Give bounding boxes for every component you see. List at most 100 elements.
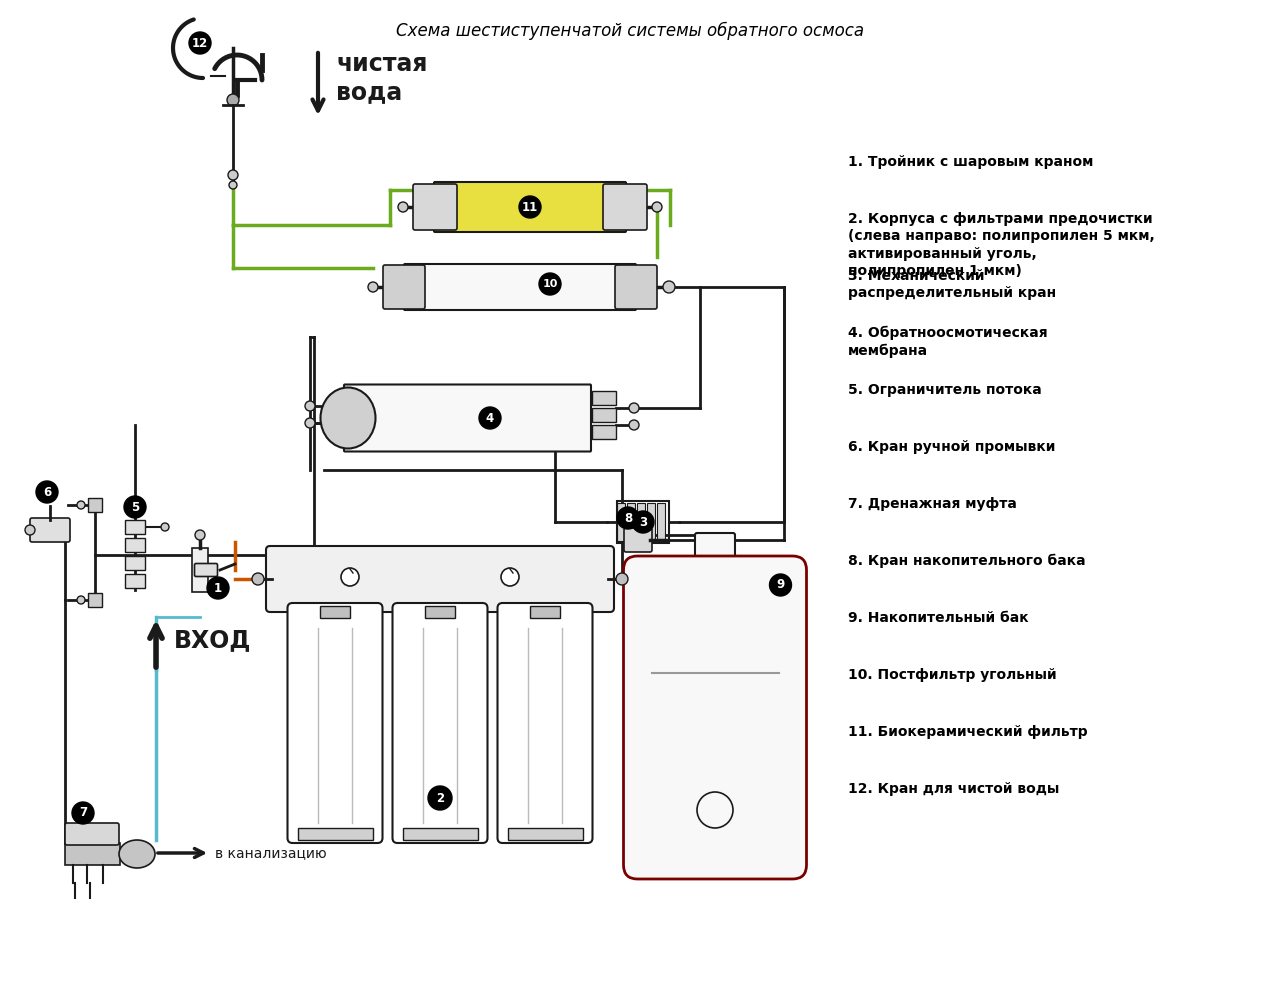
- Circle shape: [340, 568, 358, 586]
- Bar: [88, 593, 102, 607]
- Bar: [125, 538, 145, 552]
- FancyBboxPatch shape: [498, 603, 593, 843]
- Circle shape: [189, 32, 211, 54]
- Bar: [65, 843, 120, 865]
- Bar: [530, 606, 561, 618]
- Bar: [627, 503, 635, 541]
- Circle shape: [632, 511, 654, 533]
- Bar: [591, 424, 616, 438]
- Text: в канализацию: в канализацию: [215, 846, 326, 860]
- Text: 1. Тройник с шаровым краном: 1. Тройник с шаровым краном: [849, 155, 1093, 169]
- FancyBboxPatch shape: [266, 546, 614, 612]
- Bar: [425, 606, 454, 618]
- FancyBboxPatch shape: [195, 564, 218, 577]
- FancyBboxPatch shape: [695, 533, 735, 572]
- Ellipse shape: [320, 387, 375, 448]
- Text: 10. Постфильтр угольный: 10. Постфильтр угольный: [849, 668, 1056, 682]
- Bar: [657, 503, 666, 541]
- FancyBboxPatch shape: [434, 182, 626, 232]
- Text: 4: 4: [486, 411, 494, 424]
- Circle shape: [161, 523, 169, 531]
- Text: 5: 5: [131, 501, 140, 514]
- Text: чистая
вода: чистая вода: [335, 52, 428, 104]
- Text: 12. Кран для чистой воды: 12. Кран для чистой воды: [849, 782, 1060, 796]
- Circle shape: [479, 407, 500, 429]
- Bar: [637, 503, 645, 541]
- Ellipse shape: [119, 840, 155, 868]
- Circle shape: [305, 418, 315, 428]
- Circle shape: [252, 573, 264, 585]
- Text: 8: 8: [623, 512, 632, 525]
- Text: 4. Обратноосмотическая
мембрана: 4. Обратноосмотическая мембрана: [849, 326, 1047, 358]
- Bar: [88, 498, 102, 512]
- Circle shape: [124, 496, 146, 518]
- Bar: [297, 828, 372, 840]
- Bar: [192, 548, 207, 592]
- Circle shape: [305, 401, 315, 411]
- Text: 8. Кран накопительного бака: 8. Кран накопительного бака: [849, 554, 1085, 568]
- Text: 3: 3: [639, 516, 648, 529]
- Circle shape: [36, 481, 58, 503]
- Bar: [125, 556, 145, 570]
- Bar: [125, 574, 145, 588]
- Circle shape: [518, 196, 541, 218]
- Text: 11. Биокерамический фильтр: 11. Биокерамический фильтр: [849, 725, 1088, 739]
- FancyBboxPatch shape: [65, 823, 119, 845]
- Text: 12: 12: [192, 37, 209, 50]
- FancyBboxPatch shape: [393, 603, 488, 843]
- Circle shape: [227, 94, 239, 106]
- Bar: [591, 407, 616, 421]
- Circle shape: [77, 501, 84, 509]
- Text: 6. Кран ручной промывки: 6. Кран ручной промывки: [849, 440, 1056, 454]
- Text: Схема шестиступенчатой системы обратного осмоса: Схема шестиступенчатой системы обратного…: [396, 22, 864, 40]
- Bar: [507, 828, 582, 840]
- Bar: [402, 828, 477, 840]
- Circle shape: [207, 577, 229, 599]
- Circle shape: [663, 281, 675, 293]
- FancyBboxPatch shape: [288, 603, 383, 843]
- Circle shape: [369, 282, 378, 292]
- FancyBboxPatch shape: [383, 265, 425, 309]
- Text: 6: 6: [42, 485, 51, 498]
- Bar: [320, 606, 349, 618]
- Circle shape: [428, 786, 452, 810]
- Circle shape: [616, 573, 628, 585]
- FancyBboxPatch shape: [623, 556, 806, 879]
- FancyBboxPatch shape: [413, 184, 457, 230]
- Text: ВХОД: ВХОД: [174, 628, 251, 652]
- Bar: [125, 520, 145, 534]
- Text: 11: 11: [522, 201, 538, 214]
- FancyBboxPatch shape: [344, 384, 591, 451]
- Circle shape: [652, 202, 662, 212]
- FancyBboxPatch shape: [603, 184, 646, 230]
- Circle shape: [539, 273, 561, 295]
- Text: 7. Дренажная муфта: 7. Дренажная муфта: [849, 497, 1016, 511]
- Bar: [591, 390, 616, 404]
- Text: 5. Ограничитель потока: 5. Ограничитель потока: [849, 383, 1042, 397]
- Text: 2. Корпуса с фильтрами предочистки
(слева направо: полипропилен 5 мкм,
активиров: 2. Корпуса с фильтрами предочистки (слев…: [849, 212, 1155, 277]
- FancyBboxPatch shape: [29, 518, 70, 542]
- FancyBboxPatch shape: [614, 265, 657, 309]
- Text: 9: 9: [777, 579, 785, 592]
- Text: 3. Механический
распределительный кран: 3. Механический распределительный кран: [849, 269, 1056, 300]
- Bar: [646, 503, 655, 541]
- Circle shape: [26, 525, 35, 535]
- Text: 2: 2: [436, 791, 444, 804]
- Text: 10: 10: [543, 279, 558, 289]
- Circle shape: [628, 420, 639, 430]
- Circle shape: [195, 530, 205, 540]
- Text: 7: 7: [79, 806, 87, 819]
- Circle shape: [769, 574, 791, 596]
- Circle shape: [72, 802, 93, 824]
- Circle shape: [228, 170, 238, 180]
- Circle shape: [617, 507, 639, 529]
- Circle shape: [698, 792, 733, 828]
- FancyBboxPatch shape: [625, 528, 652, 552]
- Circle shape: [229, 181, 237, 189]
- FancyBboxPatch shape: [404, 264, 636, 310]
- Text: 9. Накопительный бак: 9. Накопительный бак: [849, 611, 1029, 625]
- Circle shape: [77, 596, 84, 604]
- Bar: [617, 503, 625, 541]
- Bar: [617, 501, 669, 543]
- Circle shape: [398, 202, 408, 212]
